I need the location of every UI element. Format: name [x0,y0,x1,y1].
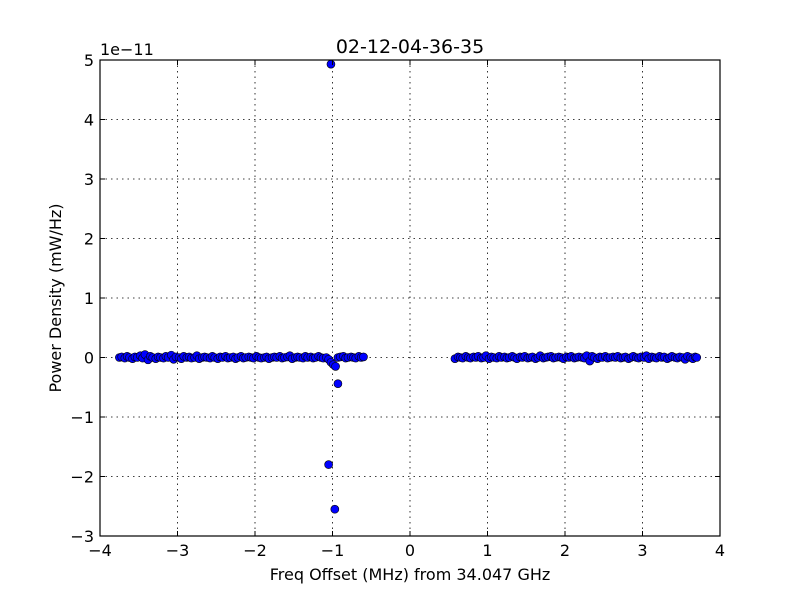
x-tick-label: −3 [166,541,190,560]
x-tick-label: 4 [715,541,725,560]
y-tick-label: −2 [70,468,94,487]
data-point [326,59,336,69]
x-tick-label: −4 [88,541,112,560]
y-tick-label: −1 [70,408,94,427]
x-tick-label: 2 [560,541,570,560]
y-offset-text: 1e−11 [100,40,154,59]
x-tick-label: 1 [482,541,492,560]
data-points [115,59,702,514]
data-point [333,379,343,388]
data-point [330,504,340,514]
x-tick-label: −1 [321,541,345,560]
data-point [359,352,368,362]
y-tick-label: 5 [84,51,94,70]
y-tick-label: 1 [84,289,94,308]
x-axis-label: Freq Offset (MHz) from 34.047 GHz [270,565,551,584]
data-point [331,362,340,371]
y-tick-label: 0 [84,349,94,368]
y-tick-label: 2 [84,230,94,249]
chart-title: 02-12-04-36-35 [336,36,484,58]
x-tick-label: −2 [243,541,267,560]
data-point [692,353,702,362]
y-tick-label: −3 [70,527,94,546]
grid [100,60,720,536]
y-tick-label: 4 [84,111,94,130]
y-axis-label: Power Density (mW/Hz) [46,203,65,392]
x-tick-label: 0 [405,541,415,560]
x-tick-label: 3 [637,541,647,560]
y-tick-label: 3 [84,170,94,189]
data-point [324,460,333,469]
